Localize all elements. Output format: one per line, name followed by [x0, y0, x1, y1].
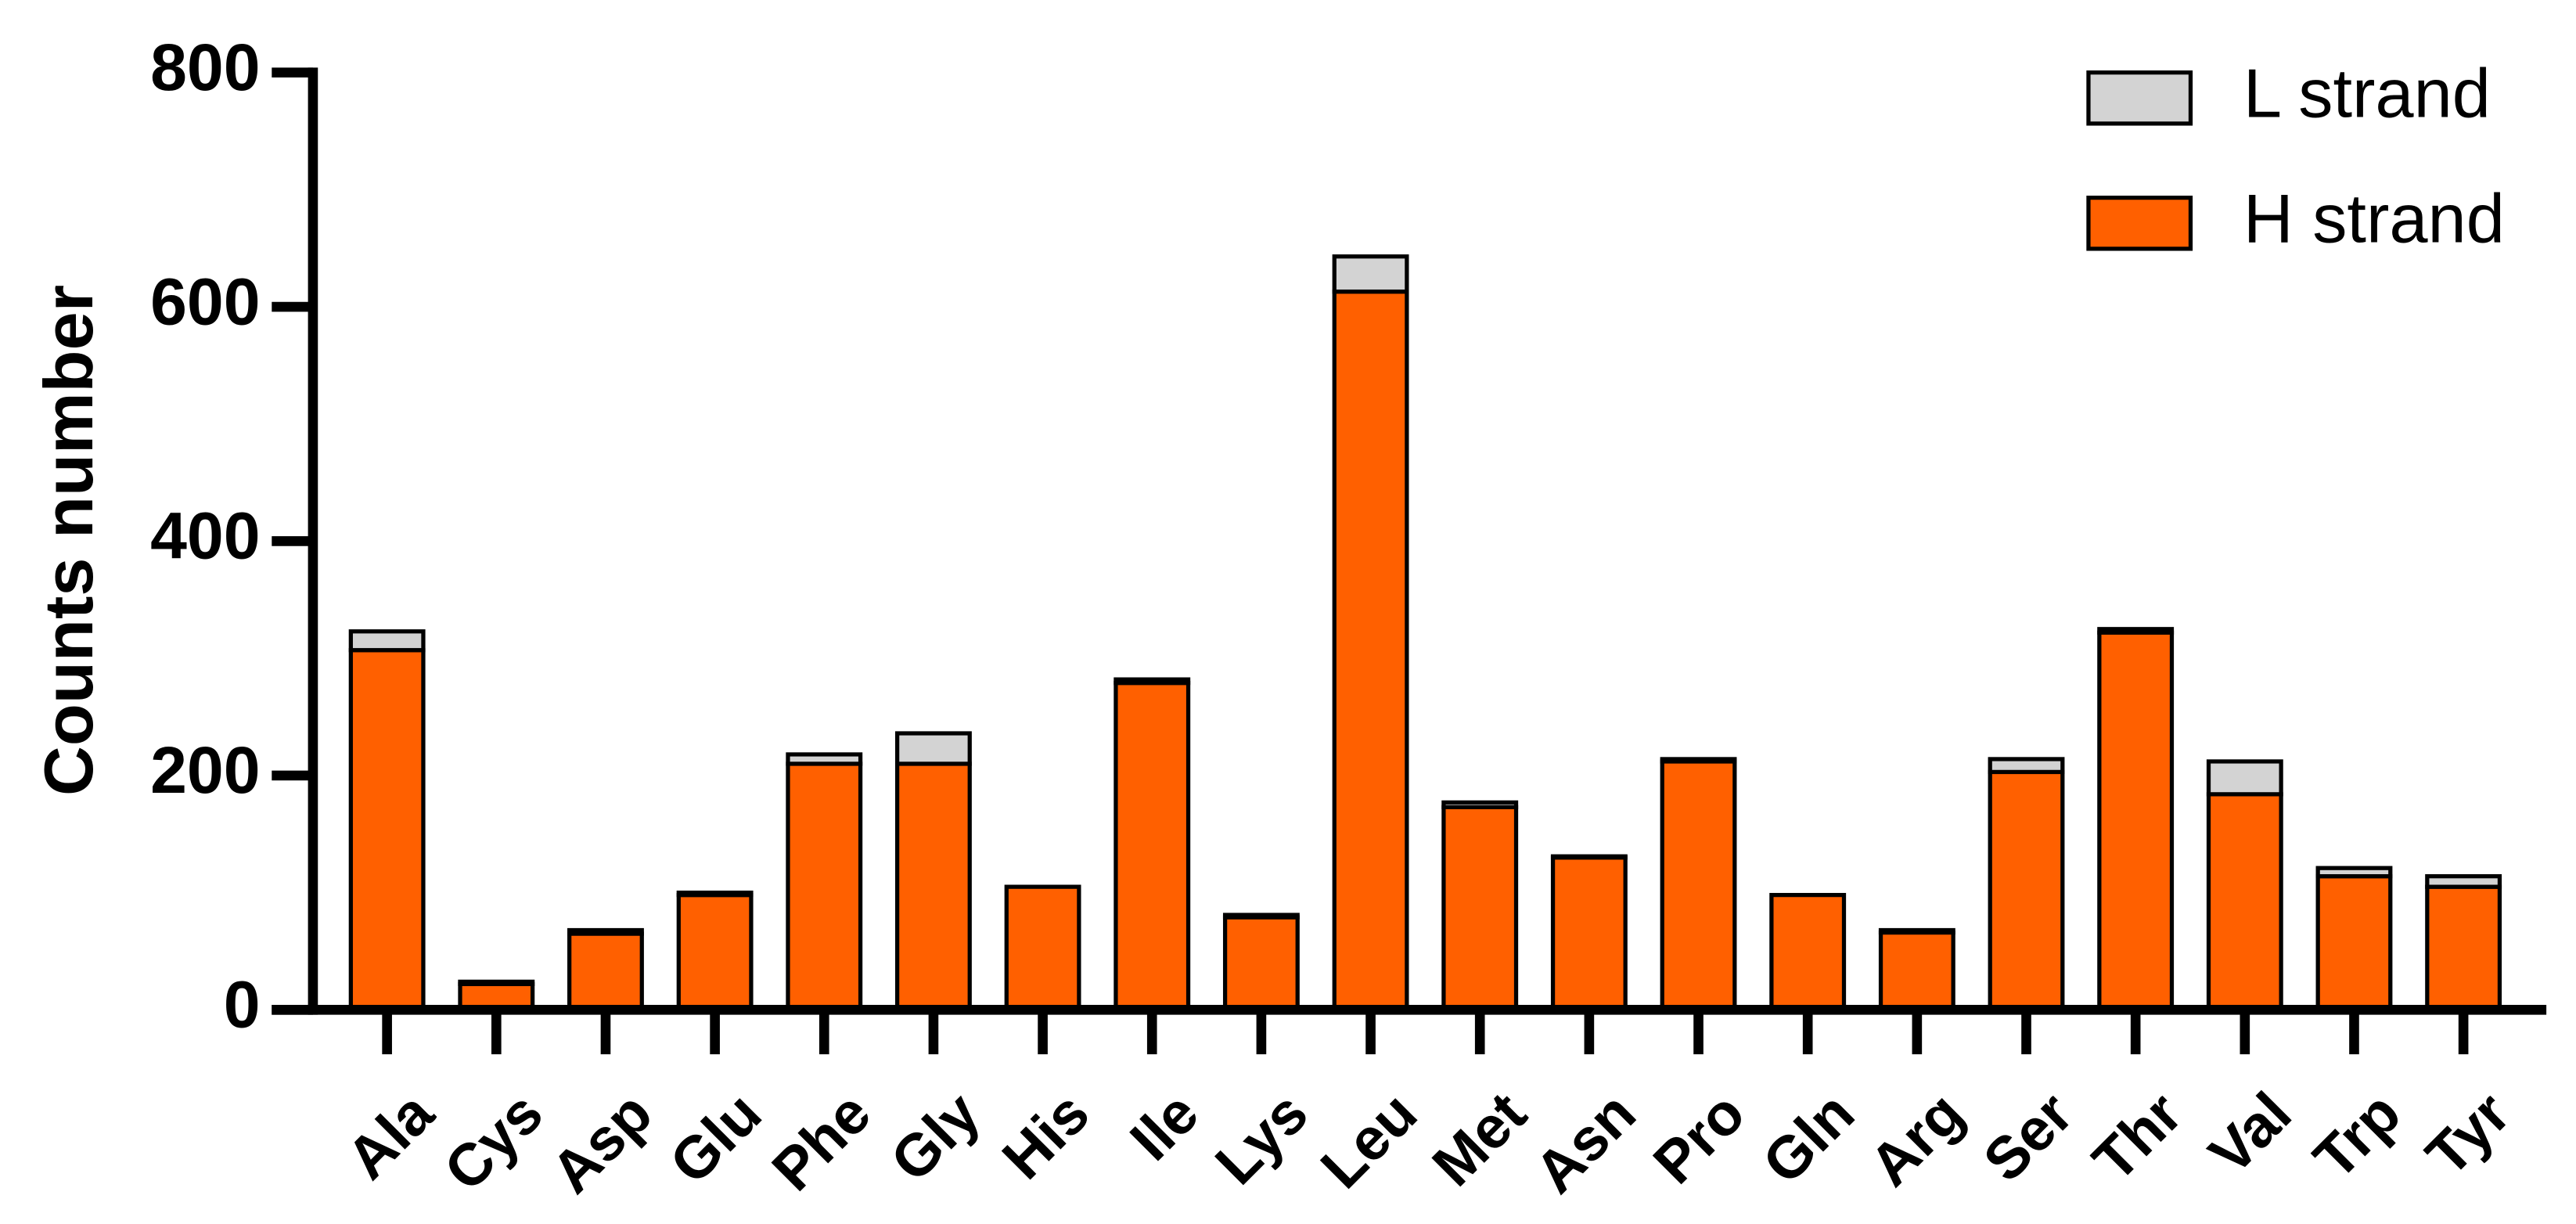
x-tick-label: Asn	[1522, 1080, 1648, 1206]
y-tick-label: 0	[224, 968, 261, 1042]
x-tick-label: Met	[1420, 1080, 1539, 1199]
bar-segment	[348, 648, 426, 1012]
x-tick-label: Cys	[432, 1080, 556, 1204]
legend-label: L strand	[2243, 55, 2491, 132]
bar-segment	[1114, 681, 1191, 1012]
bar-segment	[2315, 874, 2393, 1012]
x-tick-label: Val	[2196, 1080, 2304, 1188]
bar-segment	[1441, 805, 1519, 1012]
bar-segment	[2315, 866, 2393, 879]
bar-segment	[1332, 289, 1409, 1012]
bar-segment	[1441, 800, 1519, 809]
bar-segment	[1878, 927, 1955, 935]
bar-segment	[1550, 855, 1628, 1012]
bar-segment	[348, 629, 426, 653]
bar-segment	[1878, 930, 1955, 1012]
bar-segment	[894, 731, 972, 766]
x-tick-label: Arg	[1857, 1080, 1976, 1199]
bar-segment	[1988, 769, 2065, 1012]
bar-segment	[1769, 892, 1847, 1012]
bar-segment	[1004, 884, 1081, 1012]
bar-segment	[1222, 915, 1300, 1012]
bar-segment	[567, 931, 644, 1012]
x-tick-label: Tyr	[2413, 1080, 2522, 1189]
x-tick-label: His	[990, 1080, 1102, 1192]
x-tick-label: Ala	[334, 1079, 447, 1192]
bar-segment	[786, 761, 863, 1012]
y-axis-label: Counts number	[30, 285, 107, 796]
x-tick-label: Thr	[2081, 1080, 2195, 1194]
bar-segment	[786, 752, 863, 766]
bar-segment	[1660, 757, 1737, 764]
x-tick-label: Ser	[1971, 1080, 2085, 1194]
y-tick-label: 200	[150, 733, 260, 807]
bar-segment	[2425, 874, 2502, 889]
bar-segment	[1660, 759, 1737, 1012]
bar-segment	[2206, 759, 2283, 797]
bar-segment	[2097, 627, 2175, 635]
bar-segment	[1988, 757, 2065, 775]
x-tick-label: Asp	[538, 1080, 664, 1206]
bar-segment	[1222, 913, 1300, 920]
x-tick-label: Phe	[760, 1080, 883, 1204]
bar-segment	[894, 761, 972, 1012]
bar-segment	[1550, 854, 1628, 860]
x-tick-label: Ile	[1117, 1080, 1211, 1174]
x-tick-label: Gly	[878, 1080, 992, 1194]
x-tick-label: Lys	[1203, 1080, 1320, 1197]
x-tick-label: Trp	[2301, 1080, 2413, 1192]
legend-swatch	[2086, 70, 2193, 126]
x-tick-label: Glu	[657, 1080, 774, 1197]
bar-segment	[458, 979, 535, 987]
bar-segment	[676, 890, 754, 898]
bar-segment	[1332, 254, 1409, 294]
bar-segment	[2425, 884, 2502, 1012]
x-tick-label: Pro	[1641, 1080, 1758, 1197]
bar-segment	[2097, 630, 2175, 1012]
legend-swatch	[2086, 195, 2193, 251]
x-tick-label: Leu	[1308, 1080, 1430, 1201]
y-tick-label: 600	[150, 265, 260, 338]
bar-segment	[2206, 792, 2283, 1012]
bar-segment	[1114, 677, 1191, 686]
x-tick-label: Gln	[1750, 1080, 1867, 1197]
y-tick-label: 400	[150, 499, 260, 573]
y-tick-label: 800	[150, 31, 260, 104]
bar-segment	[676, 892, 754, 1012]
legend-label: H strand	[2243, 180, 2505, 257]
bar-segment	[567, 927, 644, 936]
